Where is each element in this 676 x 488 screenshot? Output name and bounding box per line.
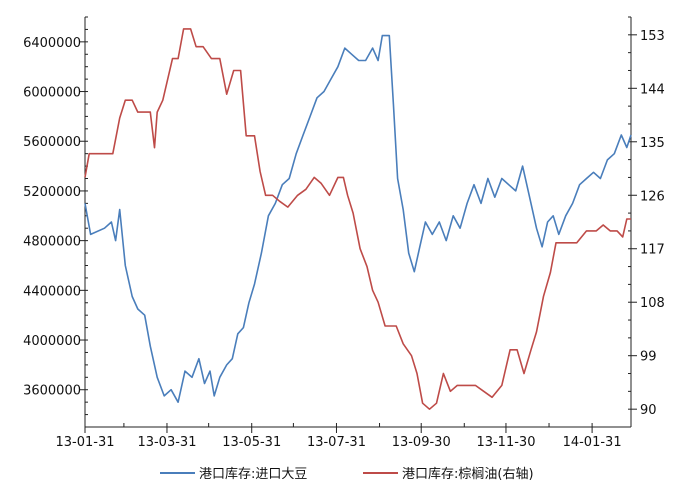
series-line-soybean	[84, 34, 632, 403]
right-axis-tick-label: 90	[640, 403, 657, 418]
left-axis-tick-label: 4000000	[23, 334, 81, 349]
axes	[79, 16, 637, 433]
left-axis-tick-label: 3600000	[23, 384, 81, 399]
right-axis-tick-label: 126	[640, 189, 665, 204]
right-axis-tick-label: 117	[640, 243, 665, 258]
right-axis-tick-label: 108	[640, 296, 665, 311]
series-lines	[84, 28, 632, 410]
x-axis-tick-label: 13-05-31	[222, 435, 281, 450]
left-axis-tick-label: 5200000	[23, 185, 81, 200]
x-axis-tick-label: 13-07-31	[307, 435, 366, 450]
x-axis-tick-label: 13-01-31	[55, 435, 114, 450]
right-axis-tick-label: 144	[640, 82, 665, 97]
x-axis-tick-label: 13-09-30	[392, 435, 451, 450]
left-axis-tick-label: 6400000	[23, 36, 81, 51]
right-axis-tick-label: 99	[640, 350, 657, 365]
left-axis-tick-label: 5600000	[23, 135, 81, 150]
series-line-palm-oil	[84, 28, 631, 410]
left-axis-tick-label: 4800000	[23, 235, 81, 250]
left-axis-tick-label: 4400000	[23, 284, 81, 299]
left-axis-tick-label: 6000000	[23, 86, 81, 101]
x-axis-tick-label: 13-11-30	[476, 435, 535, 450]
right-axis-tick-label: 153	[640, 29, 665, 44]
legend: 港口库存:进口大豆 港口库存:棕榈油(右轴)	[160, 466, 534, 482]
legend-label-soybean: 港口库存:进口大豆	[199, 466, 307, 482]
right-axis-tick-label: 135	[640, 136, 665, 151]
legend-label-palm-oil: 港口库存:棕榈油(右轴)	[402, 466, 534, 482]
x-axis-tick-label: 14-01-31	[563, 435, 622, 450]
x-axis-tick-label: 13-03-31	[137, 435, 196, 450]
tick-labels: 3600000 4000000 4400000 4800000 5200000 56000…	[23, 29, 665, 450]
